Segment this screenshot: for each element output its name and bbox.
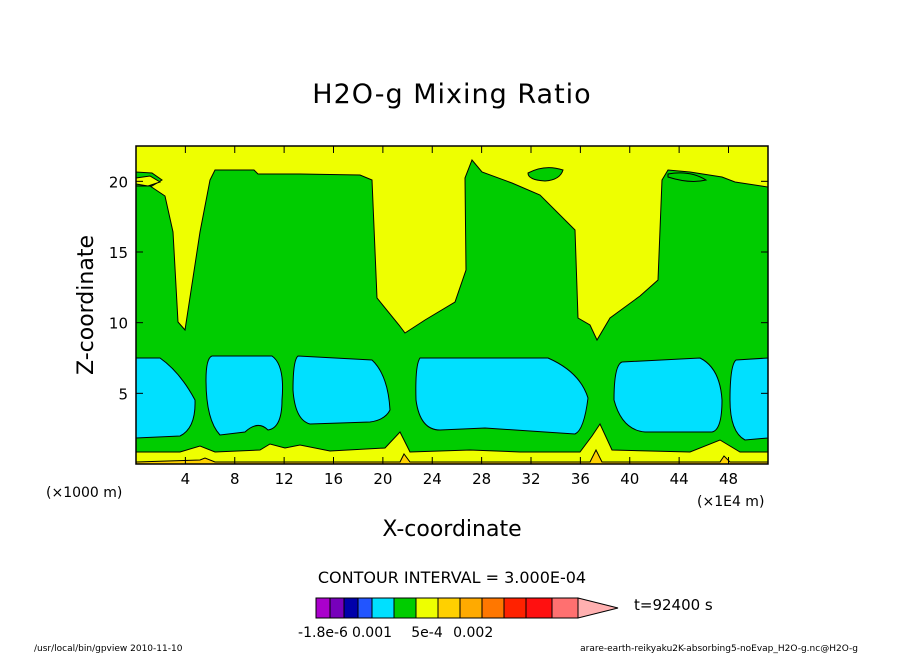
colorbar-label: -1.8e-6: [298, 625, 348, 641]
y-tick-label: 20: [109, 173, 128, 191]
x-tick-label: 44: [670, 470, 689, 488]
colorbar-labels: -1.8e-6 0.001 5e-4 0.002: [298, 625, 493, 641]
colorbar-swatch: [329, 597, 345, 619]
colorbar-swatch: [551, 597, 579, 619]
colorbar-label: 5e-4: [411, 625, 443, 641]
colorbar: [315, 597, 619, 619]
contour-low-cell-2: [205, 355, 283, 436]
footer-left: /usr/local/bin/gpview 2010-11-10: [34, 644, 183, 654]
colorbar-label: 0.001: [352, 625, 392, 641]
colorbar-label: 0.002: [453, 625, 493, 641]
colorbar-swatch: [525, 597, 553, 619]
colorbar-swatch: [415, 597, 439, 619]
colorbar-swatch: [503, 597, 527, 619]
y-tick-label: 10: [109, 315, 128, 333]
contour-low-cell-5: [613, 357, 723, 433]
contour-low-cell-6: [729, 357, 769, 441]
y-unit-label: (×1000 m): [46, 485, 122, 501]
plot-frame: [135, 145, 769, 465]
x-tick-label: 28: [472, 470, 491, 488]
colorbar-swatch: [343, 597, 359, 619]
x-tick-label: 36: [571, 470, 590, 488]
footer-right: arare-earth-reikyaku2K-absorbing5-noEvap…: [580, 644, 858, 654]
x-ticks: 4 8 12 16 20 24 28 32 36 40 44 48: [181, 146, 738, 488]
contour-surface-yellow: [135, 422, 769, 465]
contour-upper-island-2: [667, 172, 708, 182]
contour-low-cell-4: [415, 357, 589, 435]
y-tick-label: 15: [109, 244, 128, 262]
contour-interval-label: CONTOUR INTERVAL = 3.000E-04: [318, 568, 586, 587]
x-tick-label: 16: [324, 470, 343, 488]
colorbar-arrow: [577, 597, 619, 619]
x-axis-label: X-coordinate: [382, 517, 521, 542]
x-tick-label: 12: [275, 470, 294, 488]
time-label: t=92400 s: [634, 596, 713, 614]
x-tick-label: 48: [719, 470, 738, 488]
plot-area: [135, 145, 769, 465]
x-tick-label: 8: [230, 470, 240, 488]
y-ticks: 5 10 15 20: [109, 173, 768, 403]
chart-title: H2O-g Mixing Ratio: [312, 79, 591, 110]
x-tick-label: 32: [521, 470, 540, 488]
colorbar-swatch: [481, 597, 505, 619]
x-tick-label: 24: [423, 470, 442, 488]
colorbar-swatch: [437, 597, 461, 619]
x-tick-label: 20: [373, 470, 392, 488]
colorbar-swatch: [459, 597, 483, 619]
x-unit-label: (×1E4 m): [697, 494, 764, 510]
contour-upper-island-1: [527, 167, 564, 182]
colorbar-swatch: [315, 597, 331, 619]
colorbar-swatch: [371, 597, 395, 619]
y-axis-label: Z-coordinate: [74, 235, 99, 375]
x-tick-label: 4: [181, 470, 191, 488]
y-tick-label: 5: [118, 385, 128, 403]
colorbar-swatch: [393, 597, 417, 619]
colorbar-swatch: [357, 597, 373, 619]
contour-low-cell-3: [292, 355, 391, 425]
x-tick-label: 40: [620, 470, 639, 488]
contour-low-cell-1: [135, 357, 196, 439]
